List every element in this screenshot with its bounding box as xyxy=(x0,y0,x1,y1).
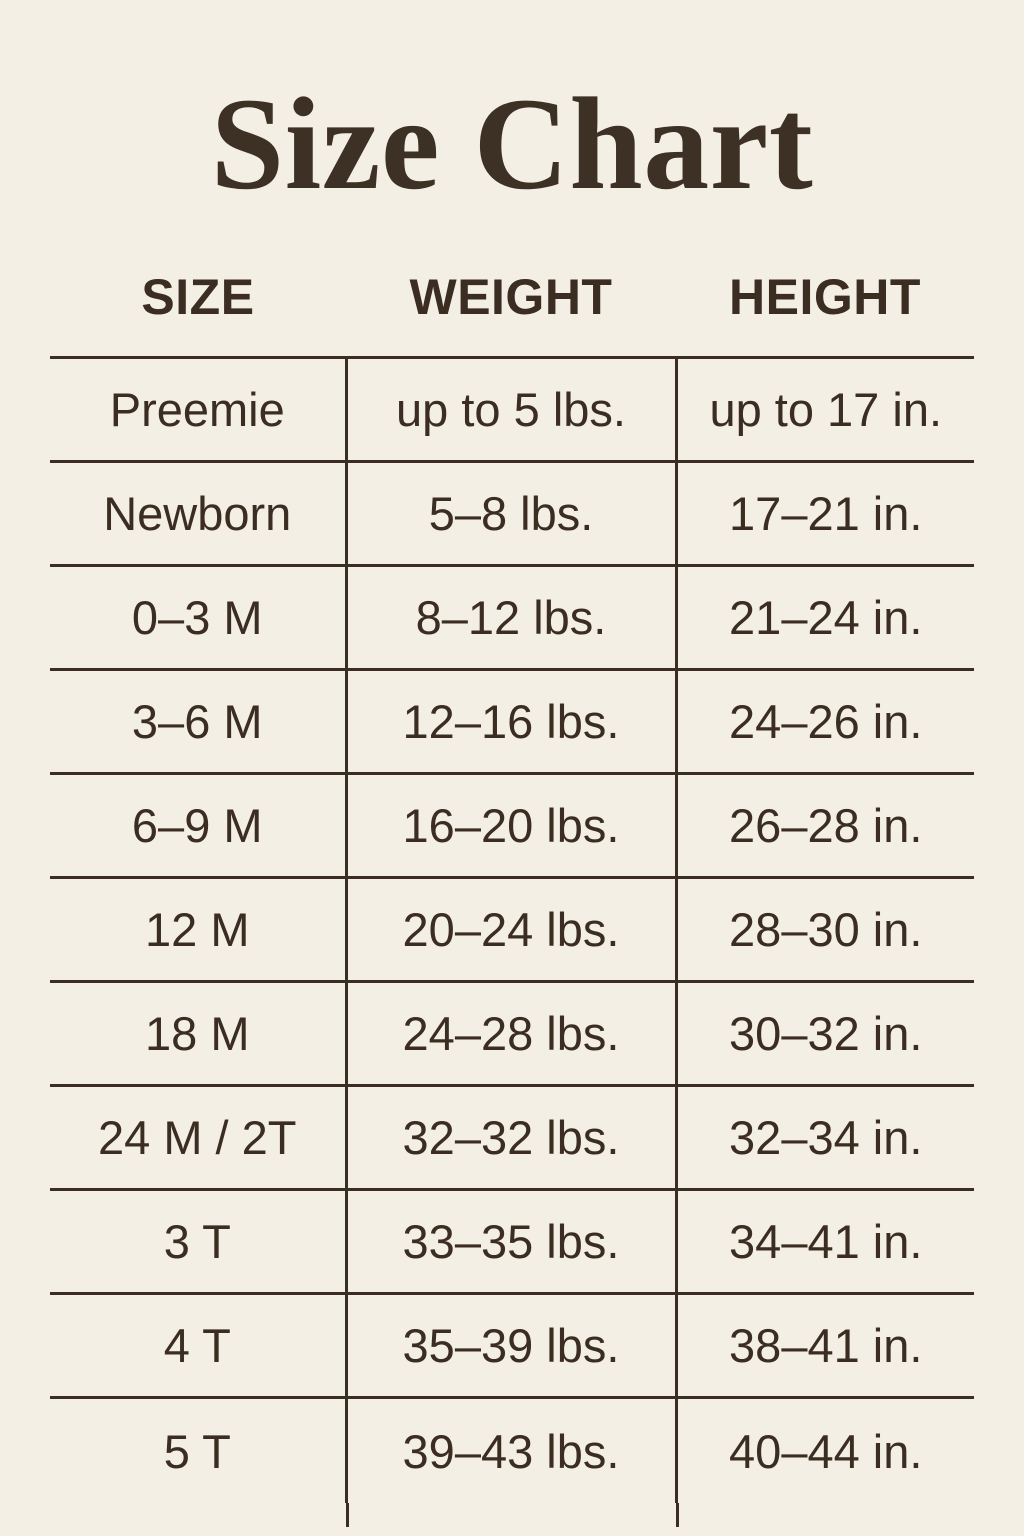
cell-height: up to 17 in. xyxy=(674,356,974,462)
cell-size: 18 M xyxy=(50,980,346,1086)
cell-size: Newborn xyxy=(50,460,346,566)
table-row: 18 M 24–28 lbs. 30–32 in. xyxy=(50,980,974,1086)
cell-height: 28–30 in. xyxy=(674,876,974,982)
cell-height: 38–41 in. xyxy=(674,1292,974,1398)
column-header-weight: WEIGHT xyxy=(409,269,613,325)
table-row: 24 M / 2T 32–32 lbs. 32–34 in. xyxy=(50,1084,974,1190)
cell-height: 34–41 in. xyxy=(674,1188,974,1294)
column-header-size: SIZE xyxy=(141,269,255,325)
cell-weight: 35–39 lbs. xyxy=(344,1292,676,1398)
page-title: Size Chart xyxy=(210,70,814,217)
cell-height: 21–24 in. xyxy=(674,564,974,670)
table-row: 12 M 20–24 lbs. 28–30 in. xyxy=(50,876,974,982)
cell-weight: 33–35 lbs. xyxy=(344,1188,676,1294)
cell-weight: 20–24 lbs. xyxy=(344,876,676,982)
cell-weight: 5–8 lbs. xyxy=(344,460,676,566)
cell-size: 5 T xyxy=(50,1396,346,1503)
column-divider-2 xyxy=(676,1503,679,1527)
cell-size: 3 T xyxy=(50,1188,346,1294)
table-bottom-dividers xyxy=(50,1503,974,1527)
cell-height: 30–32 in. xyxy=(674,980,974,1086)
table-header: SIZE WEIGHT HEIGHT xyxy=(50,272,974,358)
cell-size: 0–3 M xyxy=(50,564,346,670)
size-chart-table: SIZE WEIGHT HEIGHT Preemie up to 5 lbs. … xyxy=(50,272,974,1503)
table-row: Preemie up to 5 lbs. up to 17 in. xyxy=(50,356,974,462)
cell-weight: 32–32 lbs. xyxy=(344,1084,676,1190)
table-body: Preemie up to 5 lbs. up to 17 in. Newbor… xyxy=(50,356,974,1503)
cell-height: 40–44 in. xyxy=(674,1396,974,1503)
column-header-height: HEIGHT xyxy=(729,269,921,325)
table-row: 3–6 M 12–16 lbs. 24–26 in. xyxy=(50,668,974,774)
cell-size: 6–9 M xyxy=(50,772,346,878)
table-row: 3 T 33–35 lbs. 34–41 in. xyxy=(50,1188,974,1294)
cell-weight: 8–12 lbs. xyxy=(344,564,676,670)
cell-weight: 39–43 lbs. xyxy=(344,1396,676,1503)
table-row: Newborn 5–8 lbs. 17–21 in. xyxy=(50,460,974,566)
cell-size: 4 T xyxy=(50,1292,346,1398)
table-header-row: SIZE WEIGHT HEIGHT xyxy=(50,272,974,358)
table-row: 0–3 M 8–12 lbs. 21–24 in. xyxy=(50,564,974,670)
cell-height: 32–34 in. xyxy=(674,1084,974,1190)
cell-height: 26–28 in. xyxy=(674,772,974,878)
size-chart-table-wrap: SIZE WEIGHT HEIGHT Preemie up to 5 lbs. … xyxy=(50,272,974,1527)
cell-size: 3–6 M xyxy=(50,668,346,774)
cell-weight: 24–28 lbs. xyxy=(344,980,676,1086)
cell-size: 12 M xyxy=(50,876,346,982)
cell-size: 24 M / 2T xyxy=(50,1084,346,1190)
cell-weight: 16–20 lbs. xyxy=(344,772,676,878)
cell-weight: up to 5 lbs. xyxy=(344,356,676,462)
cell-height: 24–26 in. xyxy=(674,668,974,774)
table-row: 6–9 M 16–20 lbs. 26–28 in. xyxy=(50,772,974,878)
table-row: 5 T 39–43 lbs. 40–44 in. xyxy=(50,1396,974,1503)
cell-height: 17–21 in. xyxy=(674,460,974,566)
column-divider-1 xyxy=(346,1503,349,1527)
cell-weight: 12–16 lbs. xyxy=(344,668,676,774)
cell-size: Preemie xyxy=(50,356,346,462)
table-row: 4 T 35–39 lbs. 38–41 in. xyxy=(50,1292,974,1398)
